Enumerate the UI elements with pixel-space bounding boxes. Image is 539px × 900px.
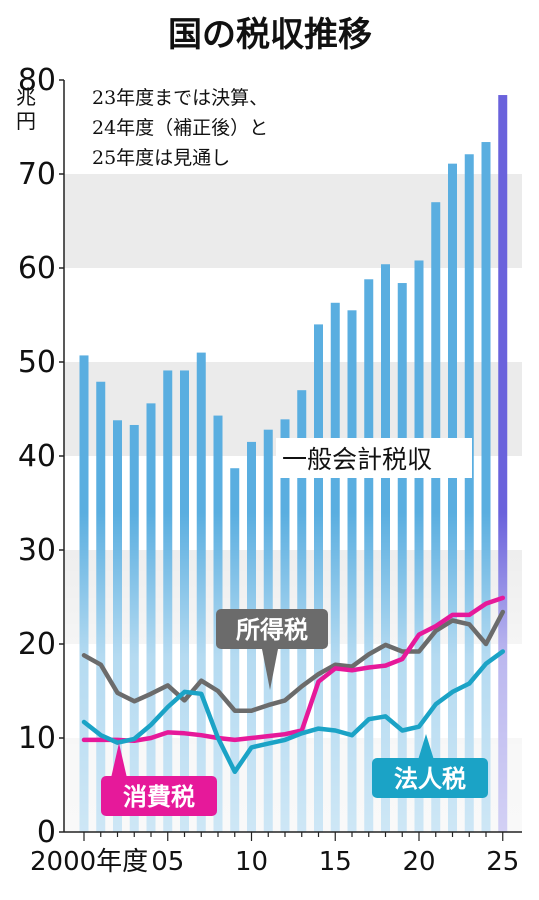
- y-tick-label-10: 10: [18, 721, 56, 756]
- line-income-tax: [81, 609, 506, 713]
- bar-2023: [464, 154, 474, 832]
- x-tick-label-2020: 20: [402, 847, 435, 877]
- label-income-tax-text: 所得税: [236, 616, 308, 644]
- x-tick-label-2010: 10: [235, 847, 268, 877]
- x-tick-label-2025: 25: [486, 847, 519, 877]
- line-corporate-tax: [81, 649, 506, 775]
- label-general-revenue-text: 一般会計税収: [282, 445, 432, 474]
- chart-title: 国の税収推移: [168, 15, 372, 55]
- y-tick-label-80: 80: [18, 63, 56, 98]
- x-tick-label-2015: 15: [319, 847, 352, 877]
- label-corporate-tax-text: 法人税: [394, 765, 466, 793]
- label-corporate-tax: 法人税: [372, 734, 488, 798]
- label-income-tax: 所得税: [216, 609, 328, 690]
- x-tick-labels: 2000年度 05 10 15 20 25: [30, 847, 519, 877]
- y-unit-char-2: 円: [16, 109, 36, 133]
- y-unit-label: 兆 円: [16, 85, 36, 133]
- note-line-1: 23年度までは決算、: [92, 87, 268, 109]
- y-tick-label-20: 20: [18, 627, 56, 662]
- x-tick-label-2005: 05: [151, 847, 184, 877]
- label-general-revenue: 一般会計税収: [276, 438, 472, 478]
- y-tick-label-60: 60: [18, 251, 56, 286]
- note-line-3: 25年度は見通し: [92, 147, 230, 169]
- y-tick-label-30: 30: [18, 533, 56, 568]
- bar-2022: [448, 163, 457, 832]
- bar-2024: [481, 142, 491, 833]
- label-consumption-tax: 消費税: [101, 743, 217, 816]
- y-tick-label-50: 50: [18, 345, 56, 380]
- x-tick-label-2000: 2000年度: [30, 847, 148, 877]
- y-tick-label-70: 70: [18, 157, 56, 192]
- background-band-60-70: [64, 174, 522, 268]
- y-tick-label-0: 0: [37, 815, 56, 850]
- note-box: 23年度までは決算、 24年度（補正後）と 25年度は見通し: [92, 87, 268, 169]
- note-line-2: 24年度（補正後）と: [92, 117, 268, 139]
- y-unit-char-1: 兆: [16, 85, 36, 109]
- axes: [59, 79, 522, 841]
- bar-2025: [498, 95, 508, 833]
- line-series-group: [81, 595, 506, 775]
- label-consumption-tax-text: 消費税: [123, 783, 195, 811]
- y-tick-labels: 0 10 20 30 40 50 60 70 80: [18, 63, 56, 850]
- y-tick-label-40: 40: [18, 439, 56, 474]
- line-consumption-tax: [81, 595, 506, 744]
